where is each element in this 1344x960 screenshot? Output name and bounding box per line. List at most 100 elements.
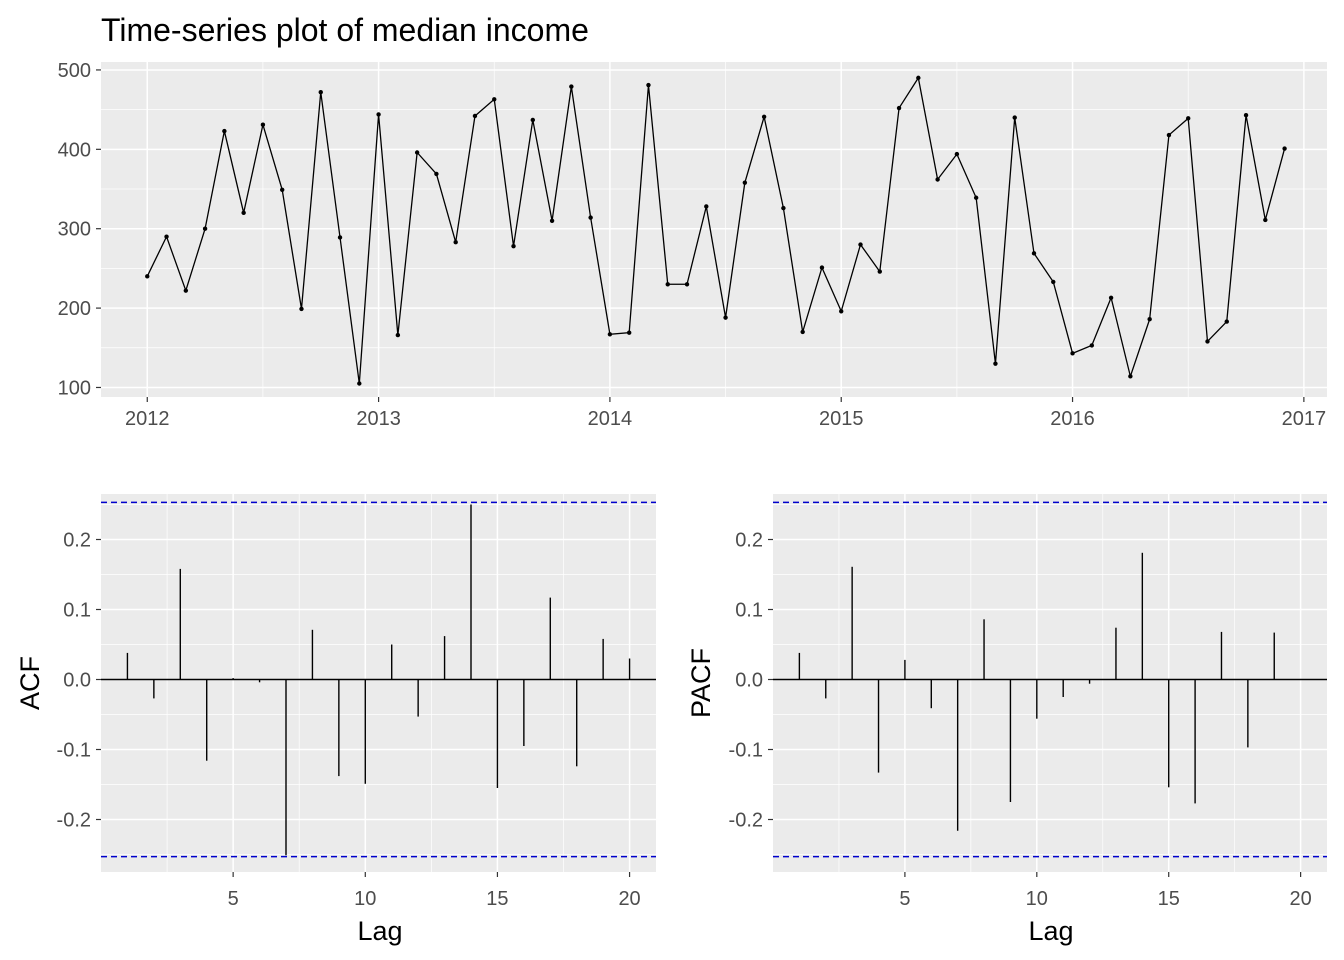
median-income-line <box>146 76 1286 384</box>
data-point <box>1224 319 1229 324</box>
tick-label: -0.1 <box>57 740 91 762</box>
tick-label: -0.2 <box>57 810 91 832</box>
y-axis-title: PACF <box>686 648 716 718</box>
data-point <box>453 240 458 245</box>
tick-label: 10 <box>354 888 376 910</box>
data-point <box>145 274 150 279</box>
data-point <box>1128 374 1133 379</box>
data-point <box>511 243 516 249</box>
data-point <box>414 150 420 155</box>
tick-label: 200 <box>58 298 91 320</box>
data-point <box>935 177 940 182</box>
data-point <box>1089 343 1095 348</box>
data-point <box>1147 317 1152 322</box>
data-point <box>434 171 439 177</box>
data-point <box>280 187 285 193</box>
acf-chart: -0.2 -0.1 0.0 0.1 0.2 5 10 15 20 Lag ACF <box>15 494 656 946</box>
tick-label: 20 <box>1289 888 1311 910</box>
plot-panel <box>101 494 656 872</box>
data-point <box>626 330 632 335</box>
data-point <box>665 282 670 287</box>
tick-label: 5 <box>228 888 239 910</box>
tick-label: -0.1 <box>729 740 763 762</box>
data-point <box>1051 279 1056 285</box>
data-point <box>1070 351 1075 356</box>
data-point <box>164 234 169 239</box>
data-point <box>299 306 304 312</box>
x-axis-ticks: 5 10 15 20 <box>899 872 1312 910</box>
tick-label: 0.0 <box>735 670 763 692</box>
data-point <box>896 105 902 111</box>
data-point <box>973 195 979 200</box>
tick-label: 2017 <box>1282 408 1327 430</box>
data-point <box>781 205 786 211</box>
data-point <box>569 84 574 89</box>
tick-label: 15 <box>1158 888 1180 910</box>
data-point <box>1012 115 1017 120</box>
data-point <box>800 329 805 335</box>
data-point <box>183 288 189 293</box>
x-axis-title: Lag <box>1028 916 1073 946</box>
plot-panel <box>773 494 1327 872</box>
tick-label: 2016 <box>1050 408 1095 430</box>
data-point <box>376 112 381 117</box>
data-point <box>1243 112 1249 118</box>
data-point <box>742 180 748 185</box>
data-point <box>588 215 593 220</box>
data-point <box>1108 295 1114 300</box>
data-point <box>954 151 960 157</box>
pacf-bars <box>798 552 1275 831</box>
data-point <box>202 226 208 231</box>
data-point <box>646 82 651 88</box>
tick-label: 500 <box>58 60 91 82</box>
data-point <box>819 265 825 270</box>
data-point <box>723 315 728 320</box>
data-point <box>241 210 246 216</box>
plot-panel <box>101 62 1327 397</box>
data-point <box>1166 132 1172 138</box>
tick-label: 0.0 <box>63 670 91 692</box>
reference-lines <box>773 501 1327 858</box>
tick-label: 15 <box>486 888 508 910</box>
pacf-chart: -0.2 -0.1 0.0 0.1 0.2 5 10 15 20 Lag PACF <box>686 494 1327 946</box>
y-axis-ticks: -0.2 -0.1 0.0 0.1 0.2 <box>57 530 101 832</box>
chart-title: Time-series plot of median income <box>101 12 589 48</box>
data-point <box>318 89 323 95</box>
data-point <box>1031 251 1037 256</box>
x-axis-ticks: 5 10 15 20 <box>228 872 641 910</box>
data-point <box>1186 116 1191 121</box>
data-point <box>549 218 555 223</box>
data-point <box>858 242 863 247</box>
data-point <box>472 113 478 119</box>
data-point <box>530 117 535 123</box>
x-axis-title: Lag <box>357 916 402 946</box>
y-axis-ticks: 100 200 300 400 500 <box>58 60 101 399</box>
data-point <box>222 128 227 134</box>
tick-label: 2012 <box>125 408 170 430</box>
data-point <box>357 381 362 386</box>
tick-label: 2013 <box>356 408 401 430</box>
data-points <box>145 75 1287 386</box>
tick-label: -0.2 <box>729 810 763 832</box>
data-point <box>1205 339 1210 344</box>
tick-label: 0.2 <box>735 530 763 552</box>
y-axis-title: ACF <box>15 656 45 710</box>
data-point <box>684 282 690 287</box>
tick-label: 0.2 <box>63 530 91 552</box>
time-series-chart: Time-series plot of median income 100 200… <box>58 12 1327 430</box>
tick-label: 10 <box>1026 888 1048 910</box>
data-point <box>260 122 266 127</box>
data-point <box>1263 217 1268 223</box>
tick-label: 5 <box>899 888 910 910</box>
tick-label: 100 <box>58 377 91 399</box>
data-point <box>395 332 401 338</box>
tick-label: 0.1 <box>63 600 91 622</box>
x-axis-ticks: 2012 2013 2014 2015 2016 2017 <box>125 397 1326 430</box>
tick-label: 400 <box>58 139 91 161</box>
data-point <box>877 269 882 274</box>
data-point <box>704 204 709 209</box>
acf-bars <box>126 504 631 856</box>
data-point <box>492 97 497 102</box>
y-axis-ticks: -0.2 -0.1 0.0 0.1 0.2 <box>729 530 773 832</box>
